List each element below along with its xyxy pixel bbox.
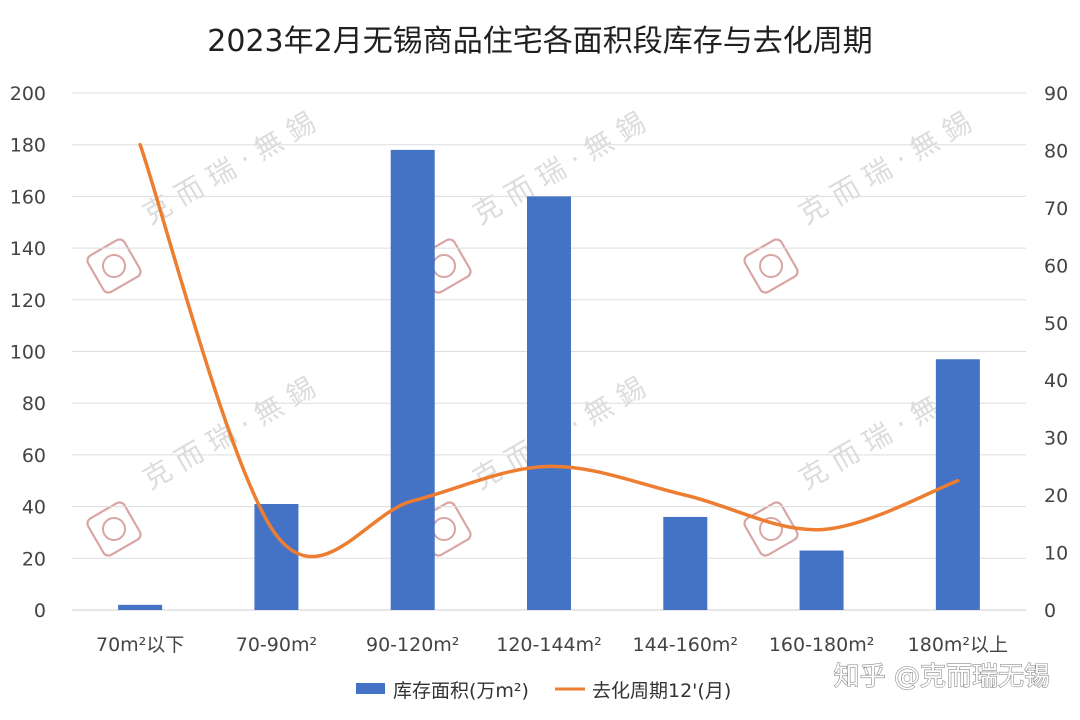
line-point [683, 493, 687, 497]
right-axis-tick-label: 20 [1044, 485, 1068, 507]
x-axis: 70m²以下 70-90m² 90-120m² 120-144m² 144-160m² 1… [96, 634, 1008, 656]
legend-label-inventory: 库存面积(万m²) [393, 680, 529, 702]
right-axis-tick-label: 60 [1044, 255, 1068, 277]
right-axis-tick-label: 0 [1044, 600, 1056, 622]
line-layer [138, 142, 960, 559]
left-axis-tick-label: 60 [22, 445, 46, 467]
left-axis-tick-label: 140 [10, 238, 46, 260]
watermark-logo-mark [102, 517, 126, 541]
right-axis-tick-label: 10 [1044, 543, 1068, 565]
x-axis-tick-label: 70m²以下 [96, 634, 184, 656]
watermark-logo-mark [432, 254, 456, 278]
watermark-logo-mark [759, 517, 783, 541]
right-axis-tick-label: 50 [1044, 313, 1068, 335]
bars-layer [118, 149, 980, 610]
watermark-logo-mark [102, 254, 126, 278]
left-axis-tick-label: 120 [10, 290, 46, 312]
legend-bar-swatch [356, 683, 385, 694]
legend-label-cycle: 去化周期12'(月) [592, 680, 731, 702]
watermark: 克 而 瑞 · 無 錫 [743, 106, 977, 294]
line-point [547, 464, 551, 468]
x-axis-tick-label: 160-180m² [769, 634, 875, 656]
bar [254, 504, 299, 610]
x-axis-tick-label: 144-160m² [633, 634, 739, 656]
watermark: 克 而 瑞 · 無 錫 [86, 106, 321, 294]
bar [118, 604, 163, 610]
line-point [138, 143, 142, 147]
x-axis-tick-label: 180m²以上 [908, 634, 1008, 656]
legend: 库存面积(万m²) 去化周期12'(月) [356, 680, 731, 702]
series-line [138, 142, 960, 559]
bar [527, 196, 571, 610]
x-axis-tick-label: 90-120m² [366, 634, 459, 656]
right-axis: 0 10 20 30 40 50 60 70 80 90 [1044, 83, 1068, 622]
bar [799, 550, 844, 610]
left-axis-tick-label: 200 [10, 83, 46, 105]
left-axis: 0 20 40 60 80 100 120 140 160 180 200 [10, 83, 46, 622]
bar [390, 149, 435, 610]
right-axis-tick-label: 30 [1044, 428, 1068, 450]
bar [663, 516, 708, 610]
line-point [956, 479, 960, 483]
credit-text: 知乎 @克而瑞无锡 [834, 662, 1050, 692]
watermark-logo-icon [743, 501, 799, 557]
watermark-logo-icon [743, 238, 799, 294]
watermark-logo-mark [759, 254, 783, 278]
right-axis-tick-label: 80 [1044, 140, 1068, 162]
left-axis-tick-label: 20 [22, 548, 46, 570]
right-axis-tick-label: 70 [1044, 198, 1068, 220]
left-axis-tick-label: 180 [10, 135, 46, 157]
left-axis-tick-label: 0 [34, 600, 46, 622]
left-axis-tick-label: 160 [10, 186, 46, 208]
watermark-logo-mark [432, 517, 456, 541]
watermark-text: 克 而 瑞 · 無 錫 [137, 106, 321, 231]
right-axis-tick-label: 90 [1044, 83, 1068, 105]
left-axis-tick-label: 100 [10, 342, 46, 364]
bar [935, 359, 980, 610]
line-point [411, 499, 415, 503]
watermark-logo-icon [86, 501, 142, 557]
line-point [274, 533, 278, 537]
left-axis-tick-label: 80 [22, 393, 46, 415]
watermark-text: 克 而 瑞 · 無 錫 [793, 106, 977, 231]
line-point [820, 528, 824, 532]
watermark-logo-icon [86, 238, 142, 294]
chart-title: 2023年2月无锡商品住宅各面积段库存与去化周期 [207, 24, 872, 59]
x-axis-tick-label: 120-144m² [496, 634, 602, 656]
x-axis-tick-label: 70-90m² [236, 634, 317, 656]
right-axis-tick-label: 40 [1044, 370, 1068, 392]
left-axis-tick-label: 40 [22, 497, 46, 519]
